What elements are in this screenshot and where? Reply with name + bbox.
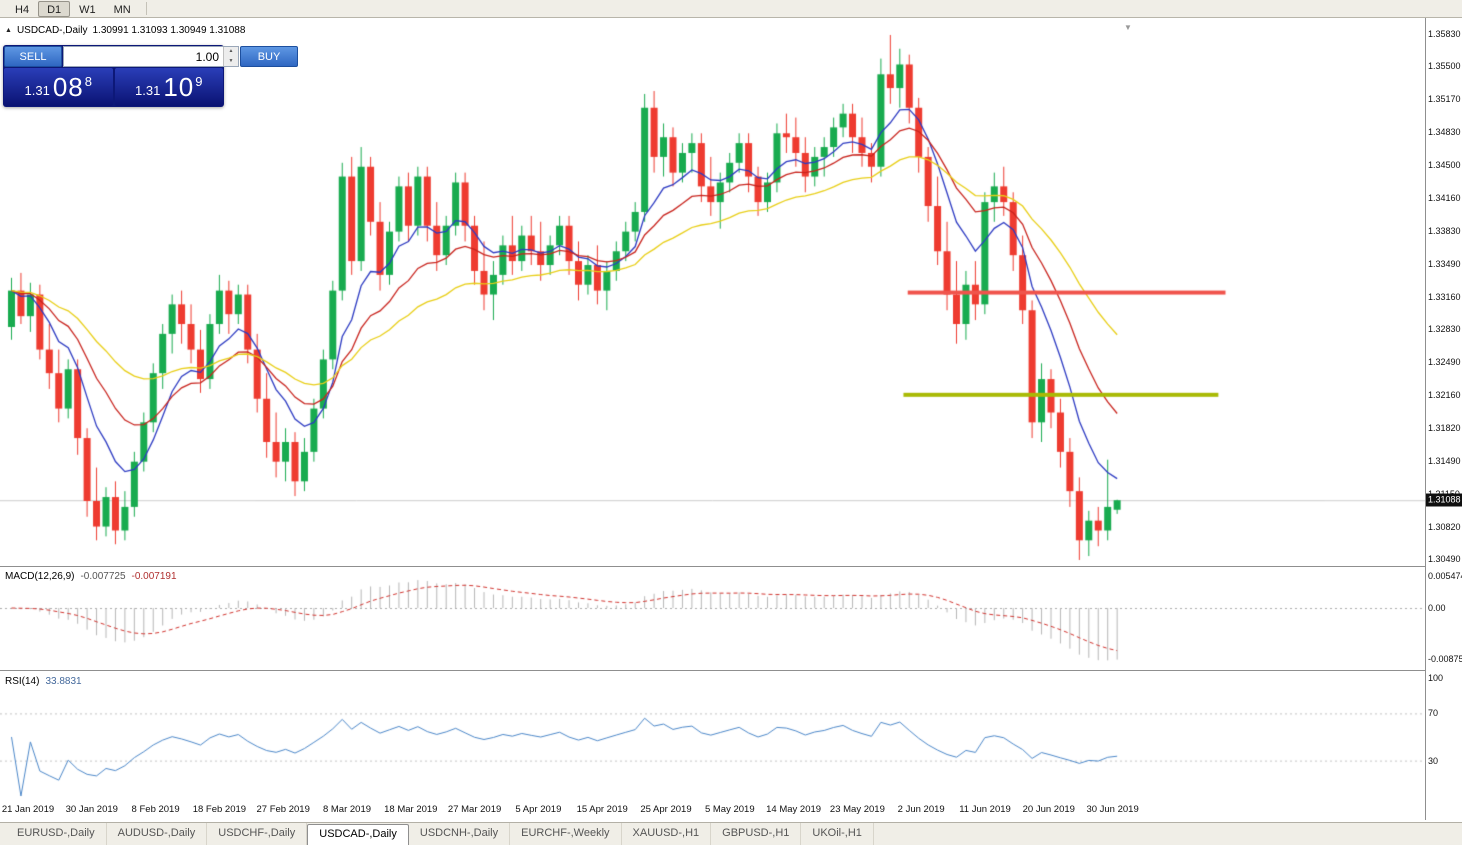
time-axis-label: 30 Jun 2019: [1086, 804, 1139, 815]
timeframe-button-d1[interactable]: D1: [38, 0, 71, 17]
macd-signal-value: -0.007191: [131, 571, 177, 582]
rsi-label: RSI(14) 33.8831: [5, 676, 82, 687]
time-axis-label: 18 Feb 2019: [192, 804, 247, 815]
buy-button[interactable]: BUY: [240, 46, 298, 67]
sell-button[interactable]: SELL: [4, 46, 62, 67]
timeframe-button-mn[interactable]: MN: [113, 3, 131, 16]
chart-tab-eurchf-weekly[interactable]: EURCHF-,Weekly: [510, 823, 622, 845]
macd-label: MACD(12,26,9) -0.007725 -0.007191: [5, 571, 177, 582]
buy-price-main: 1.31: [135, 83, 161, 98]
price-axis[interactable]: 1.35830 1.35500 1.35170 1.34830 1.34500 1.341…: [1425, 18, 1462, 820]
chart-ohlc-values: 1.30991 1.31093 1.30949 1.31088: [92, 25, 246, 36]
price-axis-label: 1.32830: [1428, 323, 1461, 334]
macd-axis-label: 0.00: [1428, 603, 1446, 613]
sell-price-button[interactable]: 1.31 08 8: [4, 68, 113, 106]
sell-price-main: 1.31: [24, 83, 50, 98]
time-axis-label: 2 Jun 2019: [897, 804, 945, 815]
time-axis-label: 30 Jan 2019: [65, 804, 118, 815]
chart-tab-gbpusd-h1[interactable]: GBPUSD-,H1: [711, 823, 802, 845]
buy-price-button[interactable]: 1.31 10 9: [114, 68, 223, 106]
price-axis-label: 1.33490: [1428, 259, 1461, 270]
price-axis-label: 1.32490: [1428, 357, 1461, 368]
time-axis-label: 5 Apr 2019: [515, 804, 562, 815]
volume-increase-button[interactable]: ▲: [224, 47, 238, 57]
time-axis-label: 8 Feb 2019: [131, 804, 180, 815]
volume-input[interactable]: [64, 47, 223, 66]
time-axis-label: 14 May 2019: [766, 804, 822, 815]
time-axis-label: 27 Feb 2019: [256, 804, 310, 815]
volume-spinner: ▲ ▼: [223, 47, 238, 66]
time-axis-label: 15 Apr 2019: [576, 804, 628, 815]
time-axis[interactable]: 21 Jan 2019 30 Jan 2019 8 Feb 2019 18 Feb 2…: [0, 800, 1425, 820]
price-axis-label: 1.35170: [1428, 93, 1461, 104]
time-axis-label: 20 Jun 2019: [1022, 804, 1075, 815]
macd-name: MACD(12,26,9): [5, 571, 75, 582]
chart-shift-marker-icon[interactable]: ▼: [1124, 23, 1132, 32]
rsi-value: 33.8831: [45, 676, 82, 687]
time-axis-label: 21 Jan 2019: [1, 804, 55, 815]
rsi-axis-label: 70: [1428, 708, 1439, 719]
price-axis-label: 1.35500: [1428, 61, 1461, 72]
price-axis-label: 1.31490: [1428, 455, 1461, 466]
time-axis-label: 5 May 2019: [704, 804, 755, 815]
main-price-chart[interactable]: [0, 18, 1425, 566]
current-bid-price-badge: 1.31088: [1426, 493, 1462, 507]
price-axis-label: 1.35830: [1428, 29, 1461, 39]
buy-price-pips: 10: [163, 71, 195, 102]
rsi-axis-label: 30: [1428, 755, 1439, 766]
price-axis-label: 1.30490: [1428, 554, 1461, 564]
chart-tab-usdcad-daily[interactable]: USDCAD-,Daily: [307, 824, 409, 845]
price-axis-label: 1.34500: [1428, 159, 1461, 170]
chart-tab-xauusd-h1[interactable]: XAUUSD-,H1: [622, 823, 712, 845]
chart-symbol-label: USDCAD-,Daily: [16, 25, 88, 36]
macd-indicator-chart[interactable]: [0, 566, 1425, 670]
chart-tab-ukoil-h1[interactable]: UKOil-,H1: [801, 823, 874, 845]
one-click-trading-panel: SELL ▲ ▼ BUY 1.31 08 8 1.31: [3, 45, 298, 107]
timeframe-button-w1[interactable]: W1: [79, 3, 96, 16]
chart-tab-eurusd-daily[interactable]: EURUSD-,Daily: [6, 823, 107, 845]
rsi-axis-label: 100: [1428, 673, 1444, 683]
chart-tab-usdchf-daily[interactable]: USDCHF-,Daily: [207, 823, 308, 845]
price-axis-label: 1.30820: [1428, 521, 1461, 532]
rsi-panel-splitter[interactable]: [0, 670, 1462, 671]
price-axis-label: 1.34160: [1428, 193, 1461, 204]
timeframe-button-h4[interactable]: H4: [15, 3, 30, 16]
time-axis-label: 23 May 2019: [829, 804, 885, 815]
price-axis-label: 1.33160: [1428, 291, 1461, 302]
time-axis-label: 8 Mar 2019: [322, 804, 372, 815]
rsi-indicator-chart[interactable]: [0, 670, 1425, 800]
chart-title: ▲ USDCAD-,Daily 1.30991 1.31093 1.30949 …: [5, 25, 245, 36]
chart-tab-audusd-daily[interactable]: AUDUSD-,Daily: [107, 823, 208, 845]
toolbar-separator: [145, 2, 147, 15]
sell-price-pipette: 8: [84, 73, 92, 89]
time-axis-label: 18 Mar 2019: [384, 804, 438, 815]
price-axis-label: 1.31820: [1428, 423, 1461, 434]
chart-tab-usdcnh-daily[interactable]: USDCNH-,Daily: [409, 823, 511, 845]
time-axis-label: 25 Apr 2019: [640, 804, 692, 815]
time-axis-label: 11 Jun 2019: [959, 804, 1011, 815]
buy-price-pipette: 9: [195, 73, 203, 89]
macd-axis-label: -0.008752: [1428, 654, 1462, 664]
macd-main-value: -0.007725: [80, 571, 126, 582]
chart-workspace: ▲ USDCAD-,Daily 1.30991 1.31093 1.30949 …: [0, 18, 1462, 822]
rsi-name: RSI(14): [5, 676, 40, 687]
volume-field: ▲ ▼: [63, 46, 239, 67]
time-axis-label: 27 Mar 2019: [447, 804, 502, 815]
sell-price-pips: 08: [52, 71, 84, 102]
volume-decrease-button[interactable]: ▼: [224, 56, 238, 66]
price-axis-label: 1.34830: [1428, 127, 1461, 138]
chart-tab-bar: EURUSD-,Daily AUDUSD-,Daily USDCHF-,Daily U…: [0, 822, 1462, 845]
price-axis-label: 1.33830: [1428, 225, 1461, 236]
macd-panel-splitter[interactable]: [0, 566, 1462, 567]
timeframe-toolbar: H4 D1 W1 MN: [0, 0, 1462, 18]
symbol-direction-icon: ▲: [5, 27, 12, 34]
price-axis-label: 1.32160: [1428, 389, 1461, 400]
macd-axis-label: 0.005474: [1428, 571, 1462, 581]
